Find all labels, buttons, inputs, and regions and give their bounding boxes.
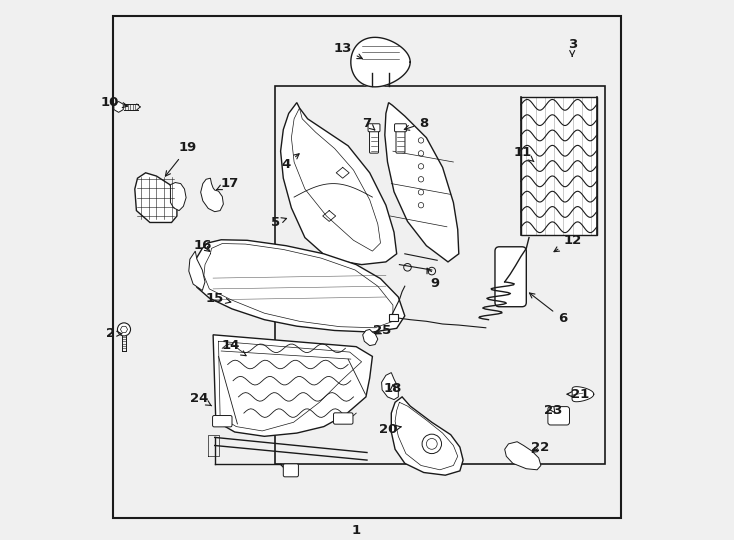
FancyBboxPatch shape [369,127,379,153]
FancyBboxPatch shape [396,127,405,153]
Text: 7: 7 [363,117,375,130]
Polygon shape [391,397,463,475]
FancyBboxPatch shape [368,124,380,132]
Text: 1: 1 [352,524,361,537]
Text: 13: 13 [333,42,363,59]
Polygon shape [213,335,372,436]
Text: 23: 23 [544,404,562,417]
Text: 10: 10 [101,96,128,109]
Polygon shape [170,183,186,211]
Text: 16: 16 [193,239,211,252]
Polygon shape [280,103,396,265]
Text: 24: 24 [190,392,211,406]
Text: 22: 22 [531,441,549,454]
Polygon shape [363,329,378,346]
Text: 14: 14 [222,339,246,356]
FancyBboxPatch shape [548,407,570,425]
Text: 3: 3 [567,38,577,56]
Text: 18: 18 [384,382,402,395]
Text: 12: 12 [554,234,581,252]
Polygon shape [382,373,399,400]
Text: 25: 25 [373,324,391,337]
Polygon shape [351,37,410,87]
Text: 15: 15 [206,292,230,305]
Circle shape [117,323,131,336]
Text: 5: 5 [271,216,286,229]
Polygon shape [200,178,223,212]
FancyBboxPatch shape [495,247,526,307]
Text: 19: 19 [165,141,197,176]
Polygon shape [505,442,541,470]
Polygon shape [114,102,123,112]
Polygon shape [572,387,594,402]
FancyBboxPatch shape [333,413,353,424]
Text: 21: 21 [567,388,589,401]
Text: 9: 9 [427,268,439,290]
Polygon shape [135,173,177,222]
FancyBboxPatch shape [283,464,299,477]
Text: 4: 4 [281,154,299,171]
Text: 20: 20 [379,423,401,436]
Polygon shape [120,326,128,333]
FancyBboxPatch shape [395,124,407,132]
Text: 8: 8 [404,117,429,130]
Text: 6: 6 [529,293,567,325]
Text: 2: 2 [106,327,122,340]
Text: 11: 11 [513,146,534,161]
Text: 17: 17 [217,177,239,190]
FancyBboxPatch shape [388,314,399,321]
FancyBboxPatch shape [213,416,232,427]
Polygon shape [521,97,597,235]
Polygon shape [189,251,205,291]
Polygon shape [195,240,404,332]
Polygon shape [385,103,459,262]
